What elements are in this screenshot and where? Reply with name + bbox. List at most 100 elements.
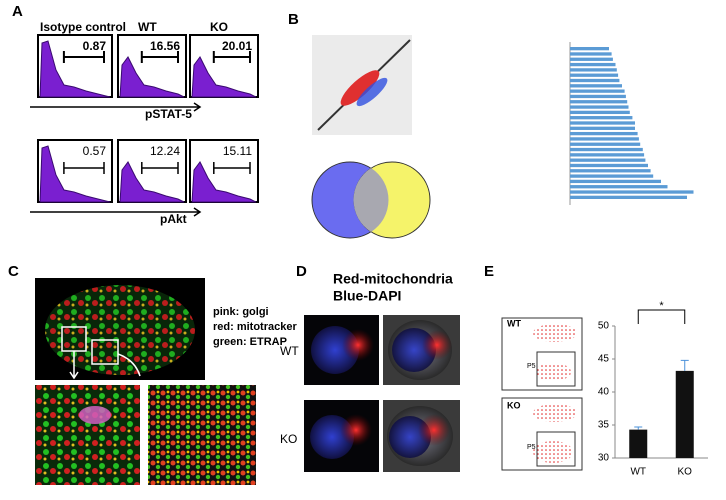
gate-value: 0.87 (83, 39, 107, 53)
bar (570, 169, 651, 173)
mitochondria (422, 330, 452, 360)
zoom-image (35, 385, 140, 485)
histogram (39, 145, 111, 203)
gate (63, 162, 105, 174)
gate-label: P5 (527, 444, 536, 451)
arrow (69, 351, 141, 380)
bar (570, 73, 619, 77)
y-tick-label: 35 (598, 420, 610, 431)
bar (570, 121, 635, 125)
axis-label: pAkt (160, 212, 187, 226)
column-label: WT (138, 20, 157, 34)
bar (570, 57, 613, 61)
zoom-image (148, 385, 256, 485)
panel-c: C pink: golgi red: mitotracker green: ET… (8, 263, 297, 485)
scatter-cloud (356, 77, 388, 107)
bar (570, 110, 630, 115)
histogram (119, 56, 185, 98)
bar (570, 185, 668, 189)
significance: * (659, 300, 664, 312)
scatter-cloud (340, 70, 380, 106)
column-label: Isotype control (40, 20, 126, 34)
gate (212, 51, 251, 63)
histogram (119, 161, 185, 203)
column-label: KO (210, 20, 228, 34)
bar (570, 62, 616, 67)
row-label: WT (280, 344, 299, 358)
panel-b: B (288, 11, 571, 239)
bar (570, 137, 639, 141)
bar (570, 84, 622, 88)
gate-value: 20.01 (222, 39, 252, 53)
bar (570, 100, 628, 104)
flow-label: KO (507, 400, 521, 410)
panel-label: A (12, 3, 23, 20)
bar (570, 126, 635, 130)
title-line: Blue-DAPI (333, 288, 401, 304)
bar (570, 131, 638, 136)
axis-arrow (30, 102, 202, 112)
bar (570, 68, 617, 72)
y-tick-label: 50 (598, 321, 610, 332)
histogram (191, 161, 257, 203)
bar (570, 116, 633, 120)
bar (570, 179, 661, 184)
bar (629, 429, 648, 458)
gate-value: 16.56 (150, 39, 180, 53)
gate (62, 51, 105, 63)
mitochondria (340, 414, 372, 446)
error-bar (680, 359, 689, 371)
bar (570, 89, 625, 93)
cell (45, 285, 195, 375)
roi (91, 339, 119, 365)
row-label: KO (280, 432, 297, 446)
x-tick-label: KO (678, 467, 693, 478)
bar (675, 370, 694, 458)
histogram (39, 40, 111, 98)
panel-a: A 0.87 Isotype control 16.56 WT 20.01 KO pSTAT… (12, 3, 259, 226)
bar (570, 142, 641, 146)
axis-label: pSTAT-5 (145, 107, 192, 121)
bar (570, 94, 626, 99)
bar (570, 153, 645, 157)
bar (570, 190, 694, 194)
mitochondria (342, 329, 374, 361)
bar (570, 47, 609, 51)
y-tick-label: 40 (598, 387, 610, 398)
bar (570, 174, 654, 178)
gate (140, 51, 179, 63)
bar (570, 52, 612, 56)
panel-e: E WT P5 KO P5 (484, 263, 583, 471)
error-bar (634, 426, 643, 430)
panel-label: C (8, 263, 19, 280)
flow-label: WT (507, 318, 521, 328)
panel-label: D (296, 263, 307, 280)
gate (213, 162, 251, 174)
panel-label: B (288, 11, 299, 28)
gate-value: 0.57 (83, 144, 107, 158)
venn-overlap (353, 168, 389, 232)
y-tick-label: 45 (598, 354, 610, 365)
golgi (79, 406, 111, 424)
bar (570, 195, 687, 199)
title-line: Red-mitochondria (333, 271, 453, 287)
flow-plot: KO P5 (501, 397, 583, 471)
y-tick-label: 30 (598, 453, 610, 464)
gate-value: 12.24 (150, 144, 180, 158)
mitochondria (418, 414, 450, 446)
legend-text: pink: golgi (213, 306, 269, 318)
gate (141, 162, 179, 174)
x-tick-label: WT (630, 467, 646, 478)
bar (570, 158, 646, 162)
histogram (191, 56, 257, 98)
bar (570, 147, 643, 152)
legend-text: red: mitotracker (213, 321, 297, 333)
gate-label: P5 (527, 363, 536, 370)
gate-value: 15.11 (223, 144, 252, 158)
panel-d: D Red-mitochondria Blue-DAPI WT KO (280, 263, 460, 472)
legend-text: green: ETRAP (213, 336, 287, 348)
bar (570, 105, 629, 109)
bar (570, 163, 648, 168)
bar (570, 78, 620, 83)
axis-arrow (30, 207, 202, 217)
